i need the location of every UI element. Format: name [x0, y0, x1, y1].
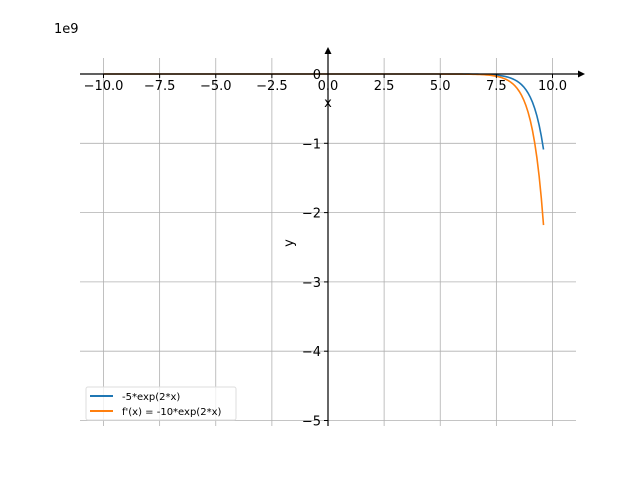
x-tick-label: −5.0 [200, 79, 232, 94]
legend-label-0: -5*exp(2*x) [122, 392, 180, 403]
x-tick-label: −10.0 [84, 79, 124, 94]
legend: -5*exp(2*x) f'(x) = -10*exp(2*x) [85, 386, 237, 421]
x-tick-label: 10.0 [538, 79, 567, 94]
y-offset-label: 1e9 [54, 22, 79, 37]
x-tick-label: 0.0 [318, 79, 339, 94]
x-tick-label: 2.5 [374, 79, 395, 94]
y-axis-arrow [324, 47, 332, 54]
y-tick-label: −2 [302, 207, 321, 222]
y-tick-label: 0 [313, 68, 321, 83]
x-tick-label: −7.5 [144, 79, 176, 94]
axes [80, 47, 585, 426]
x-tick-label: 5.0 [430, 79, 451, 94]
x-tick-label: −2.5 [256, 79, 288, 94]
legend-label-1: f'(x) = -10*exp(2*x) [122, 407, 221, 418]
ticks: −10.0 −7.5 −5.0 −2.5 0.0 2.5 5.0 7.5 10.0 0 −1 −2 −3… [84, 68, 567, 430]
x-axis-label: x [324, 96, 332, 111]
legend-box [85, 386, 237, 421]
x-axis-arrow [578, 70, 585, 78]
y-tick-label: −1 [302, 137, 321, 152]
y-tick-label: −4 [302, 345, 321, 360]
y-axis-label: y [282, 239, 297, 247]
y-tick-label: −5 [302, 415, 321, 430]
y-tick-label: −3 [302, 276, 321, 291]
x-tick-label: 7.5 [486, 79, 507, 94]
